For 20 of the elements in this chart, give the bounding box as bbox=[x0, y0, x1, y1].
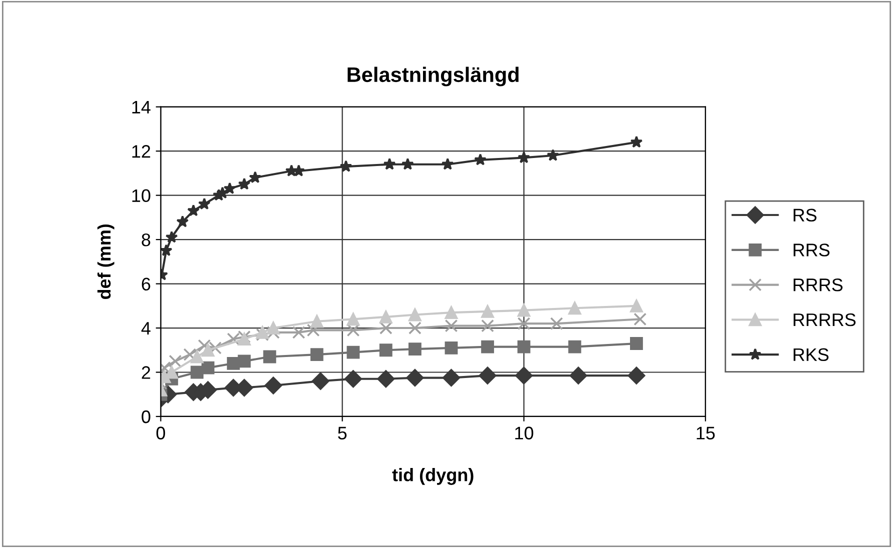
y-tick-label: 0 bbox=[142, 410, 150, 424]
legend-label: RS bbox=[794, 208, 816, 222]
y-axis-title: def (mm) bbox=[97, 224, 114, 300]
y-tick-label: 2 bbox=[142, 366, 150, 379]
x-tick-label: 10 bbox=[515, 426, 534, 440]
x-tick-label: 0 bbox=[156, 426, 166, 440]
x-tick-label: 5 bbox=[338, 426, 347, 440]
y-tick-label: 8 bbox=[142, 233, 150, 246]
legend-label: RRRS bbox=[794, 278, 843, 292]
legend-label: RRRRS bbox=[794, 313, 856, 326]
y-tick-label: 4 bbox=[141, 322, 150, 335]
y-tick-label: 14 bbox=[132, 100, 150, 114]
y-tick-label: 10 bbox=[132, 189, 150, 202]
legend-label: RKS bbox=[794, 348, 828, 362]
chart-title: Belastningslängd bbox=[348, 66, 519, 86]
x-axis-title: tid (dygn) bbox=[392, 468, 474, 485]
x-tick-label: 15 bbox=[696, 426, 715, 440]
y-tick-label: 12 bbox=[132, 145, 150, 158]
legend-label: RRS bbox=[794, 244, 830, 256]
y-tick-label: 6 bbox=[142, 278, 150, 291]
